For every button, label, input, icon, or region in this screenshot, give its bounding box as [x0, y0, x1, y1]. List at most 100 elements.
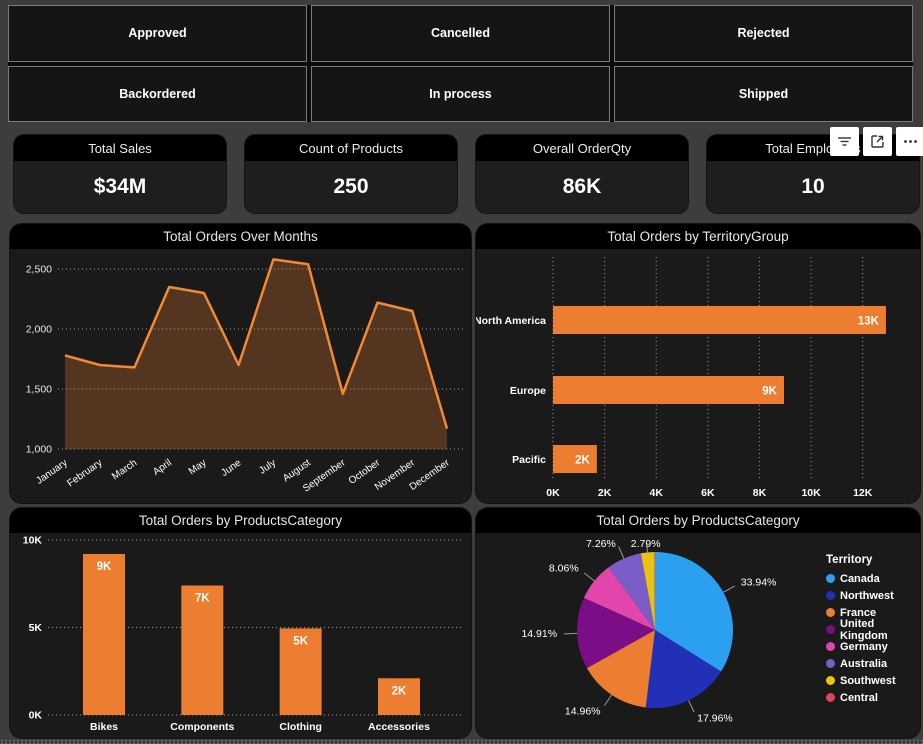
- pie-chart-card[interactable]: Total Orders by ProductsCategory 33.94% 1…: [476, 508, 920, 738]
- svg-text:Europe: Europe: [510, 385, 546, 397]
- svg-text:7K: 7K: [195, 593, 210, 605]
- orders-by-productscategory-column-chart: 0K 5K 10K 9K Bikes 7K Components 5K Clothing 2K Ac…: [23, 535, 463, 733]
- slicer-button-backordered[interactable]: Backordered: [8, 65, 307, 122]
- svg-text:17.96%: 17.96%: [697, 712, 733, 724]
- pie-legend: Territory Canada Northwest France United Ki…: [826, 554, 920, 706]
- chart-title: Total Orders Over Months: [10, 224, 471, 249]
- kpi-value: 250: [333, 175, 369, 198]
- visual-header-toolbar: [830, 127, 923, 156]
- legend-swatch: [826, 642, 835, 651]
- kpi-title: Total Sales: [14, 135, 226, 161]
- legend-item-united-kingdom[interactable]: United Kingdom: [826, 618, 920, 642]
- svg-text:14.96%: 14.96%: [565, 705, 601, 717]
- legend-label: Southwest: [840, 674, 896, 687]
- legend-item-france[interactable]: France: [826, 604, 920, 621]
- slicer-button-cancelled[interactable]: Cancelled: [311, 5, 610, 62]
- svg-text:10K: 10K: [801, 487, 821, 499]
- svg-text:9K: 9K: [762, 386, 777, 398]
- slicer-button-approved[interactable]: Approved: [8, 5, 307, 62]
- hbar-chart-card[interactable]: Total Orders by TerritoryGroup 0K 2K 4K 6K 8…: [476, 224, 920, 503]
- svg-text:7.26%: 7.26%: [586, 538, 616, 550]
- kpi-card-count-of-products[interactable]: Count of Products 250: [245, 135, 457, 213]
- focus-mode-button[interactable]: [863, 127, 892, 156]
- filter-icon: [838, 137, 851, 146]
- legend-label: Central: [840, 691, 878, 704]
- legend-swatch: [826, 608, 835, 617]
- legend-title: Territory: [826, 554, 873, 566]
- svg-text:13K: 13K: [858, 316, 880, 328]
- focus-mode-icon: [871, 135, 884, 148]
- svg-text:June: June: [219, 457, 243, 479]
- kpi-value: $34M: [93, 175, 147, 198]
- svg-text:2K: 2K: [575, 455, 590, 467]
- svg-text:Components: Components: [170, 721, 234, 733]
- svg-text:9K: 9K: [97, 561, 112, 573]
- kpi-value: 10: [801, 175, 825, 198]
- canvas-edge-dots: [0, 739, 923, 744]
- legend-item-northwest[interactable]: Northwest: [826, 587, 920, 604]
- svg-text:2,000: 2,000: [26, 324, 52, 336]
- legend-label: France: [840, 606, 877, 619]
- legend-label: Canada: [840, 572, 880, 585]
- filter-button[interactable]: [830, 127, 859, 156]
- slicer-button-rejected[interactable]: Rejected: [614, 5, 913, 62]
- svg-text:December: December: [408, 457, 453, 493]
- svg-text:2K: 2K: [598, 487, 612, 499]
- svg-text:Clothing: Clothing: [279, 721, 322, 733]
- svg-text:2.79%: 2.79%: [631, 538, 661, 550]
- svg-text:1,000: 1,000: [26, 444, 52, 456]
- svg-text:July: July: [257, 457, 278, 476]
- legend-item-australia[interactable]: Australia: [826, 655, 920, 672]
- legend-swatch: [826, 676, 835, 685]
- more-options-icon: [904, 140, 917, 143]
- svg-text:February: February: [65, 457, 104, 489]
- legend-swatch: [826, 574, 835, 583]
- svg-text:14.91%: 14.91%: [521, 628, 557, 640]
- column-chart-card[interactable]: Total Orders by ProductsCategory 0K 5K 10K…: [10, 508, 471, 738]
- legend-swatch: [826, 591, 835, 600]
- svg-text:8K: 8K: [753, 487, 767, 499]
- more-options-button[interactable]: [896, 127, 923, 156]
- svg-text:5K: 5K: [293, 635, 308, 647]
- svg-text:10K: 10K: [23, 535, 43, 547]
- slicer-button-shipped[interactable]: Shipped: [614, 65, 913, 122]
- svg-text:1,500: 1,500: [26, 384, 52, 396]
- chart-title: Total Orders by TerritoryGroup: [476, 224, 920, 249]
- chart-title: Total Orders by ProductsCategory: [476, 508, 920, 533]
- svg-text:8.06%: 8.06%: [549, 562, 579, 574]
- legend-swatch: [826, 693, 835, 702]
- orders-by-territory-pie-chart: 33.94% 17.96% 14.96% 14.91% 8.06% 7.26% 2.79%: [521, 538, 777, 724]
- svg-text:0K: 0K: [546, 487, 560, 499]
- svg-text:12K: 12K: [853, 487, 873, 499]
- svg-text:6K: 6K: [701, 487, 715, 499]
- kpi-title: Count of Products: [245, 135, 457, 161]
- legend-label: Germany: [840, 640, 888, 653]
- order-status-slicer-group: Approved Cancelled Rejected Backordered …: [8, 5, 913, 122]
- legend-item-southwest[interactable]: Southwest: [826, 672, 920, 689]
- legend-item-canada[interactable]: Canada: [826, 570, 920, 587]
- svg-text:Bikes: Bikes: [90, 721, 118, 733]
- legend-item-central[interactable]: Central: [826, 689, 920, 706]
- svg-text:4K: 4K: [650, 487, 664, 499]
- svg-text:May: May: [187, 457, 209, 477]
- svg-text:North America: North America: [476, 315, 546, 327]
- chart-title: Total Orders by ProductsCategory: [10, 508, 471, 533]
- svg-text:33.94%: 33.94%: [741, 577, 777, 589]
- svg-text:Accessories: Accessories: [368, 721, 430, 733]
- svg-text:January: January: [34, 457, 69, 486]
- svg-text:0K: 0K: [29, 710, 43, 722]
- legend-swatch: [826, 625, 835, 634]
- legend-item-germany[interactable]: Germany: [826, 638, 920, 655]
- svg-text:2K: 2K: [392, 685, 407, 697]
- kpi-card-overall-orderqty[interactable]: Overall OrderQty 86K: [476, 135, 688, 213]
- slicer-button-in-process[interactable]: In process: [311, 65, 610, 122]
- svg-text:April: April: [151, 457, 174, 477]
- kpi-card-total-sales[interactable]: Total Sales $34M: [14, 135, 226, 213]
- svg-text:5K: 5K: [29, 622, 43, 634]
- area-chart-card[interactable]: Total Orders Over Months 1,000 1,500 2,000…: [10, 224, 471, 503]
- legend-label: Northwest: [840, 589, 894, 602]
- kpi-title: Overall OrderQty: [476, 135, 688, 161]
- orders-by-territorygroup-bar-chart: 0K 2K 4K 6K 8K 10K 12K North America 13K Europe 9K…: [476, 257, 886, 499]
